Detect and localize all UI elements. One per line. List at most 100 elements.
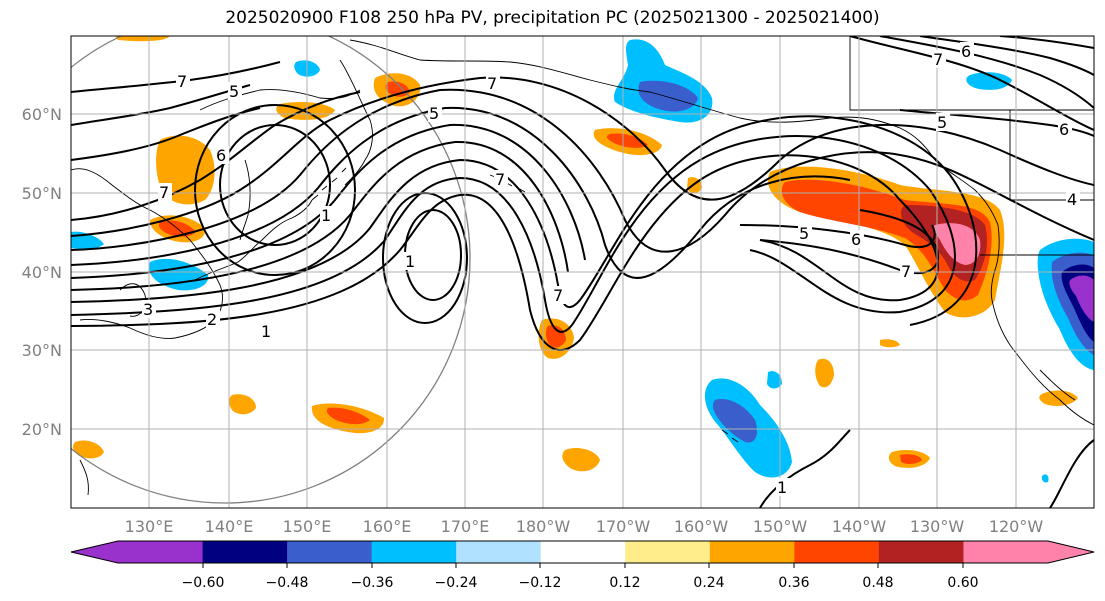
map-frame: [70, 35, 1095, 509]
precip-negative-alaska: [966, 72, 1012, 90]
colorbar-tick-label: −0.60: [182, 575, 225, 591]
contour-label: 2: [207, 310, 217, 329]
lon-label: 150°E: [283, 517, 332, 536]
coastline-japan: [194, 199, 313, 281]
colorbar-segment: [202, 541, 288, 563]
contour-label: 7: [933, 50, 943, 69]
contour-label: 1: [777, 478, 787, 497]
precip-positive-subtropical-west-core: [326, 407, 370, 425]
precip-positive-small-1: [229, 394, 256, 415]
domain-circle: [71, 36, 471, 504]
contour-label: 6: [961, 42, 971, 61]
lat-label: 30°N: [22, 341, 62, 360]
lon-label: 130°W: [910, 517, 965, 536]
colorbar-tick-label: 0.36: [778, 575, 809, 591]
precip-negative-hawaii-core: [712, 399, 757, 443]
precip-positive-small-9: [880, 339, 900, 348]
colorbar-tick-label: 0.48: [862, 575, 893, 591]
contour-label: 5: [937, 113, 947, 132]
coastline-philippines: [79, 459, 89, 496]
lon-label: 170°W: [596, 517, 651, 536]
contour-label: 7: [487, 74, 497, 93]
coastline-asia: [71, 168, 223, 339]
contour-label: 6: [216, 146, 226, 165]
precip-positive-dateline-core: [545, 325, 566, 348]
precip-positive-small-2: [562, 448, 600, 472]
precip-negative-small-2: [1041, 474, 1049, 483]
precip-positive-ne-pacific-peak: [933, 223, 981, 265]
precip-positive-small-6: [73, 440, 104, 459]
contour-label: 1: [405, 252, 415, 271]
contour-labels: 7 5 5 7 6 7 3 1 1 2 1 7 7 5 6 7 6 7 6 5 …: [142, 42, 1080, 497]
colorbar-tick-label: −0.36: [351, 575, 394, 591]
contour-label: 3: [143, 300, 153, 319]
lon-label: 140°E: [205, 517, 254, 536]
precip-positive-small-8: [115, 36, 170, 42]
coastline-hawaii: [721, 429, 739, 443]
colorbar: −0.60 −0.48 −0.36 −0.24 −0.12 0.12 0.24 …: [70, 540, 1095, 591]
lon-label: 160°W: [674, 517, 729, 536]
precip-negative-small-1: [767, 371, 782, 389]
lon-label: 120°W: [989, 517, 1044, 536]
coastline-korea: [119, 283, 147, 317]
contour-label: 7: [495, 170, 505, 189]
colorbar-outline: [70, 540, 1095, 564]
contour-label: 5: [429, 104, 439, 123]
precip-positive-small-3: [815, 358, 834, 388]
colorbar-segment: [878, 541, 964, 563]
colorbar-segment: [287, 541, 373, 563]
coastline-baja: [1039, 369, 1076, 401]
colorbar-segment: [963, 541, 1049, 563]
contour-label: 7: [177, 72, 187, 91]
colorbar-segment: [709, 541, 795, 563]
lat-label: 40°N: [22, 263, 62, 282]
colorbar-tick-label: 0.12: [609, 575, 640, 591]
colorbar-segment: [794, 541, 880, 563]
colorbar-tick-label: 0.60: [947, 575, 978, 591]
lon-label: 180°W: [516, 517, 571, 536]
contour-label: 1: [321, 206, 331, 225]
coastline-alaska: [649, 91, 936, 161]
contour-label: 5: [229, 82, 239, 101]
colorbar-tick-label: −0.24: [435, 575, 478, 591]
region-boundaries: [849, 36, 1094, 256]
precip-positive-small-4-core: [900, 454, 922, 465]
colorbar-segment: [118, 541, 204, 563]
lat-label: 60°N: [22, 105, 62, 124]
precip-negative-california-core: [1069, 275, 1094, 322]
contour-label: 7: [901, 262, 911, 281]
lat-label: 20°N: [22, 420, 62, 439]
colorbar-tick-label: −0.12: [519, 575, 562, 591]
lat-label: 50°N: [22, 184, 62, 203]
map-title: 2025020900 F108 250 hPa PV, precipitatio…: [225, 8, 880, 28]
coastline-siberia: [349, 39, 651, 93]
contour-label: 7: [159, 183, 169, 202]
longitude-labels: 130°E 140°E 150°E 160°E 170°E 180°W 170°…: [125, 517, 1044, 536]
contour-label: 5: [799, 224, 809, 243]
lon-label: 160°E: [363, 517, 412, 536]
coastline-kamchatka: [339, 59, 373, 186]
coastline-kurils: [311, 167, 347, 201]
lon-label: 170°E: [441, 517, 490, 536]
lon-label: 150°W: [753, 517, 808, 536]
colorbar-extend-left: [71, 541, 118, 563]
colorbar-tick-label: −0.48: [266, 575, 309, 591]
precip-positive-bering-core: [606, 133, 648, 148]
colorbar-segment: [371, 541, 457, 563]
contour-label: 4: [1067, 190, 1077, 209]
colorbar-segment: [625, 541, 711, 563]
precip-positive-small-5: [1039, 390, 1078, 406]
colorbar-extend-right: [1048, 541, 1094, 563]
contour-label: 6: [851, 230, 861, 249]
colorbar-segment: [540, 541, 626, 563]
contour-label: 1: [261, 322, 271, 341]
colorbar-tick-label: 0.24: [693, 575, 724, 591]
precip-negative-japan: [149, 258, 209, 291]
lon-label: 130°E: [125, 517, 174, 536]
colorbar-segment: [456, 541, 542, 563]
contour-label: 7: [553, 286, 563, 305]
precip-negative-bering-core: [638, 80, 698, 112]
latitude-labels: 60°N 50°N 40°N 30°N 20°N: [22, 105, 62, 439]
lon-label: 140°W: [832, 517, 887, 536]
